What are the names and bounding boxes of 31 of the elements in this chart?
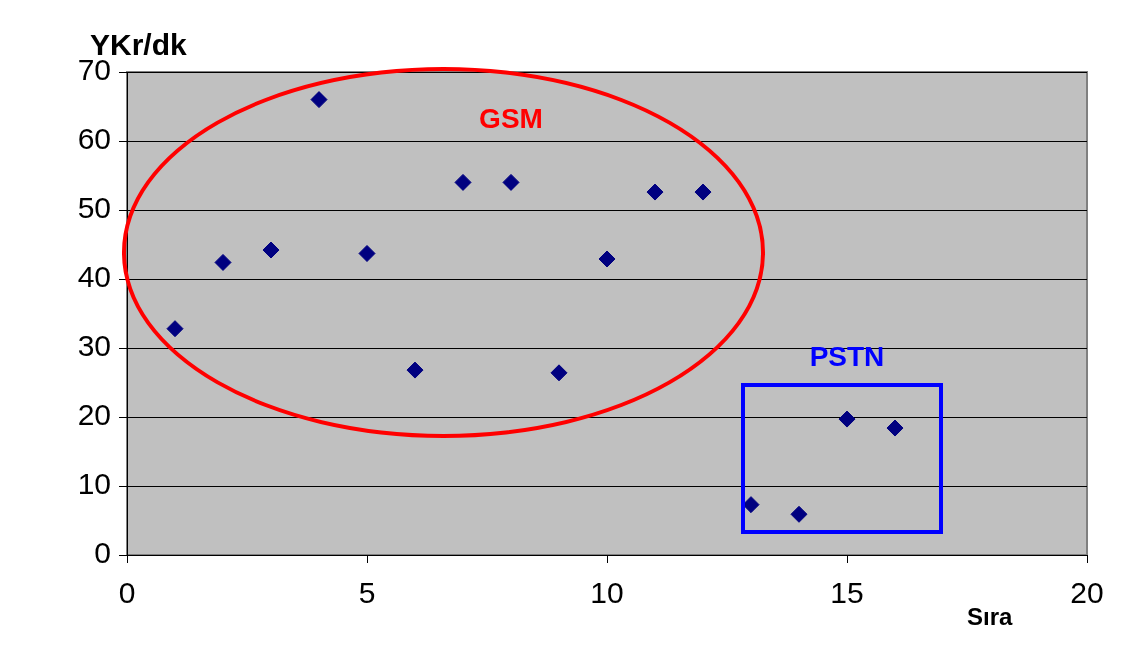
y-tick-label: 50 xyxy=(77,191,111,225)
point xyxy=(166,320,184,338)
point xyxy=(550,364,568,382)
y-tick-label: 40 xyxy=(77,260,111,294)
y-tick-label: 60 xyxy=(77,122,111,156)
point xyxy=(598,250,616,268)
y-tick-label: 0 xyxy=(94,536,111,570)
x-tick-label: 0 xyxy=(118,576,136,610)
x-tick-label: 5 xyxy=(358,576,376,610)
point xyxy=(310,91,328,109)
point xyxy=(646,183,664,201)
annotation: PSTN xyxy=(809,341,885,373)
point xyxy=(790,505,808,523)
annotation: GSM xyxy=(479,103,543,135)
y-axis-title: YKr/dk xyxy=(90,28,187,61)
point xyxy=(502,173,520,191)
x-tick-label: 15 xyxy=(830,576,864,610)
point xyxy=(454,173,472,191)
x-tick-label: 20 xyxy=(1070,576,1104,610)
point xyxy=(214,253,232,271)
point xyxy=(262,241,280,259)
point xyxy=(406,361,424,379)
y-tick-label: 20 xyxy=(77,398,111,432)
y-tick-label: 30 xyxy=(77,329,111,363)
y-tick-label: 10 xyxy=(77,467,111,501)
x-axis-title: Sıra xyxy=(967,603,1013,631)
point xyxy=(886,419,904,437)
point xyxy=(838,410,856,428)
point xyxy=(358,244,376,262)
point xyxy=(694,183,712,201)
x-tick-label: 10 xyxy=(590,576,624,610)
